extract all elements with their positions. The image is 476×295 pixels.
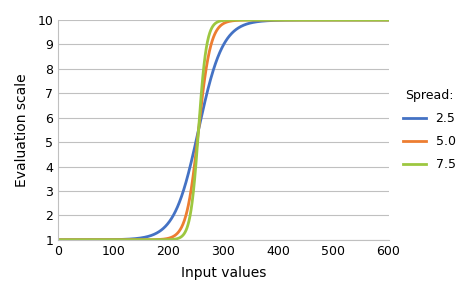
2.5 xyxy=(376,18,382,22)
5.0 xyxy=(216,26,222,29)
2.5 xyxy=(386,18,391,22)
X-axis label: Input values: Input values xyxy=(180,266,266,280)
7.5 xyxy=(316,18,321,22)
2.5 xyxy=(316,18,321,22)
5.0 xyxy=(376,18,382,22)
7.5 xyxy=(376,18,382,22)
7.5 xyxy=(344,18,350,22)
7.5 xyxy=(72,238,78,242)
7.5 xyxy=(216,20,222,23)
Line: 2.5: 2.5 xyxy=(58,20,388,240)
7.5 xyxy=(207,30,213,34)
5.0 xyxy=(207,47,213,50)
2.5 xyxy=(376,18,382,22)
2.5 xyxy=(72,238,78,242)
5.0 xyxy=(316,18,321,22)
5.0 xyxy=(376,18,382,22)
5.0 xyxy=(386,18,391,22)
Line: 5.0: 5.0 xyxy=(58,20,388,240)
5.0 xyxy=(72,238,78,242)
Line: 7.5: 7.5 xyxy=(58,20,388,240)
Legend: 2.5, 5.0, 7.5: 2.5, 5.0, 7.5 xyxy=(398,84,461,176)
2.5 xyxy=(216,53,222,57)
Y-axis label: Evaluation scale: Evaluation scale xyxy=(15,73,29,187)
7.5 xyxy=(55,238,61,242)
2.5 xyxy=(55,238,61,242)
5.0 xyxy=(55,238,61,242)
7.5 xyxy=(386,18,391,22)
2.5 xyxy=(207,80,213,83)
7.5 xyxy=(377,18,382,22)
